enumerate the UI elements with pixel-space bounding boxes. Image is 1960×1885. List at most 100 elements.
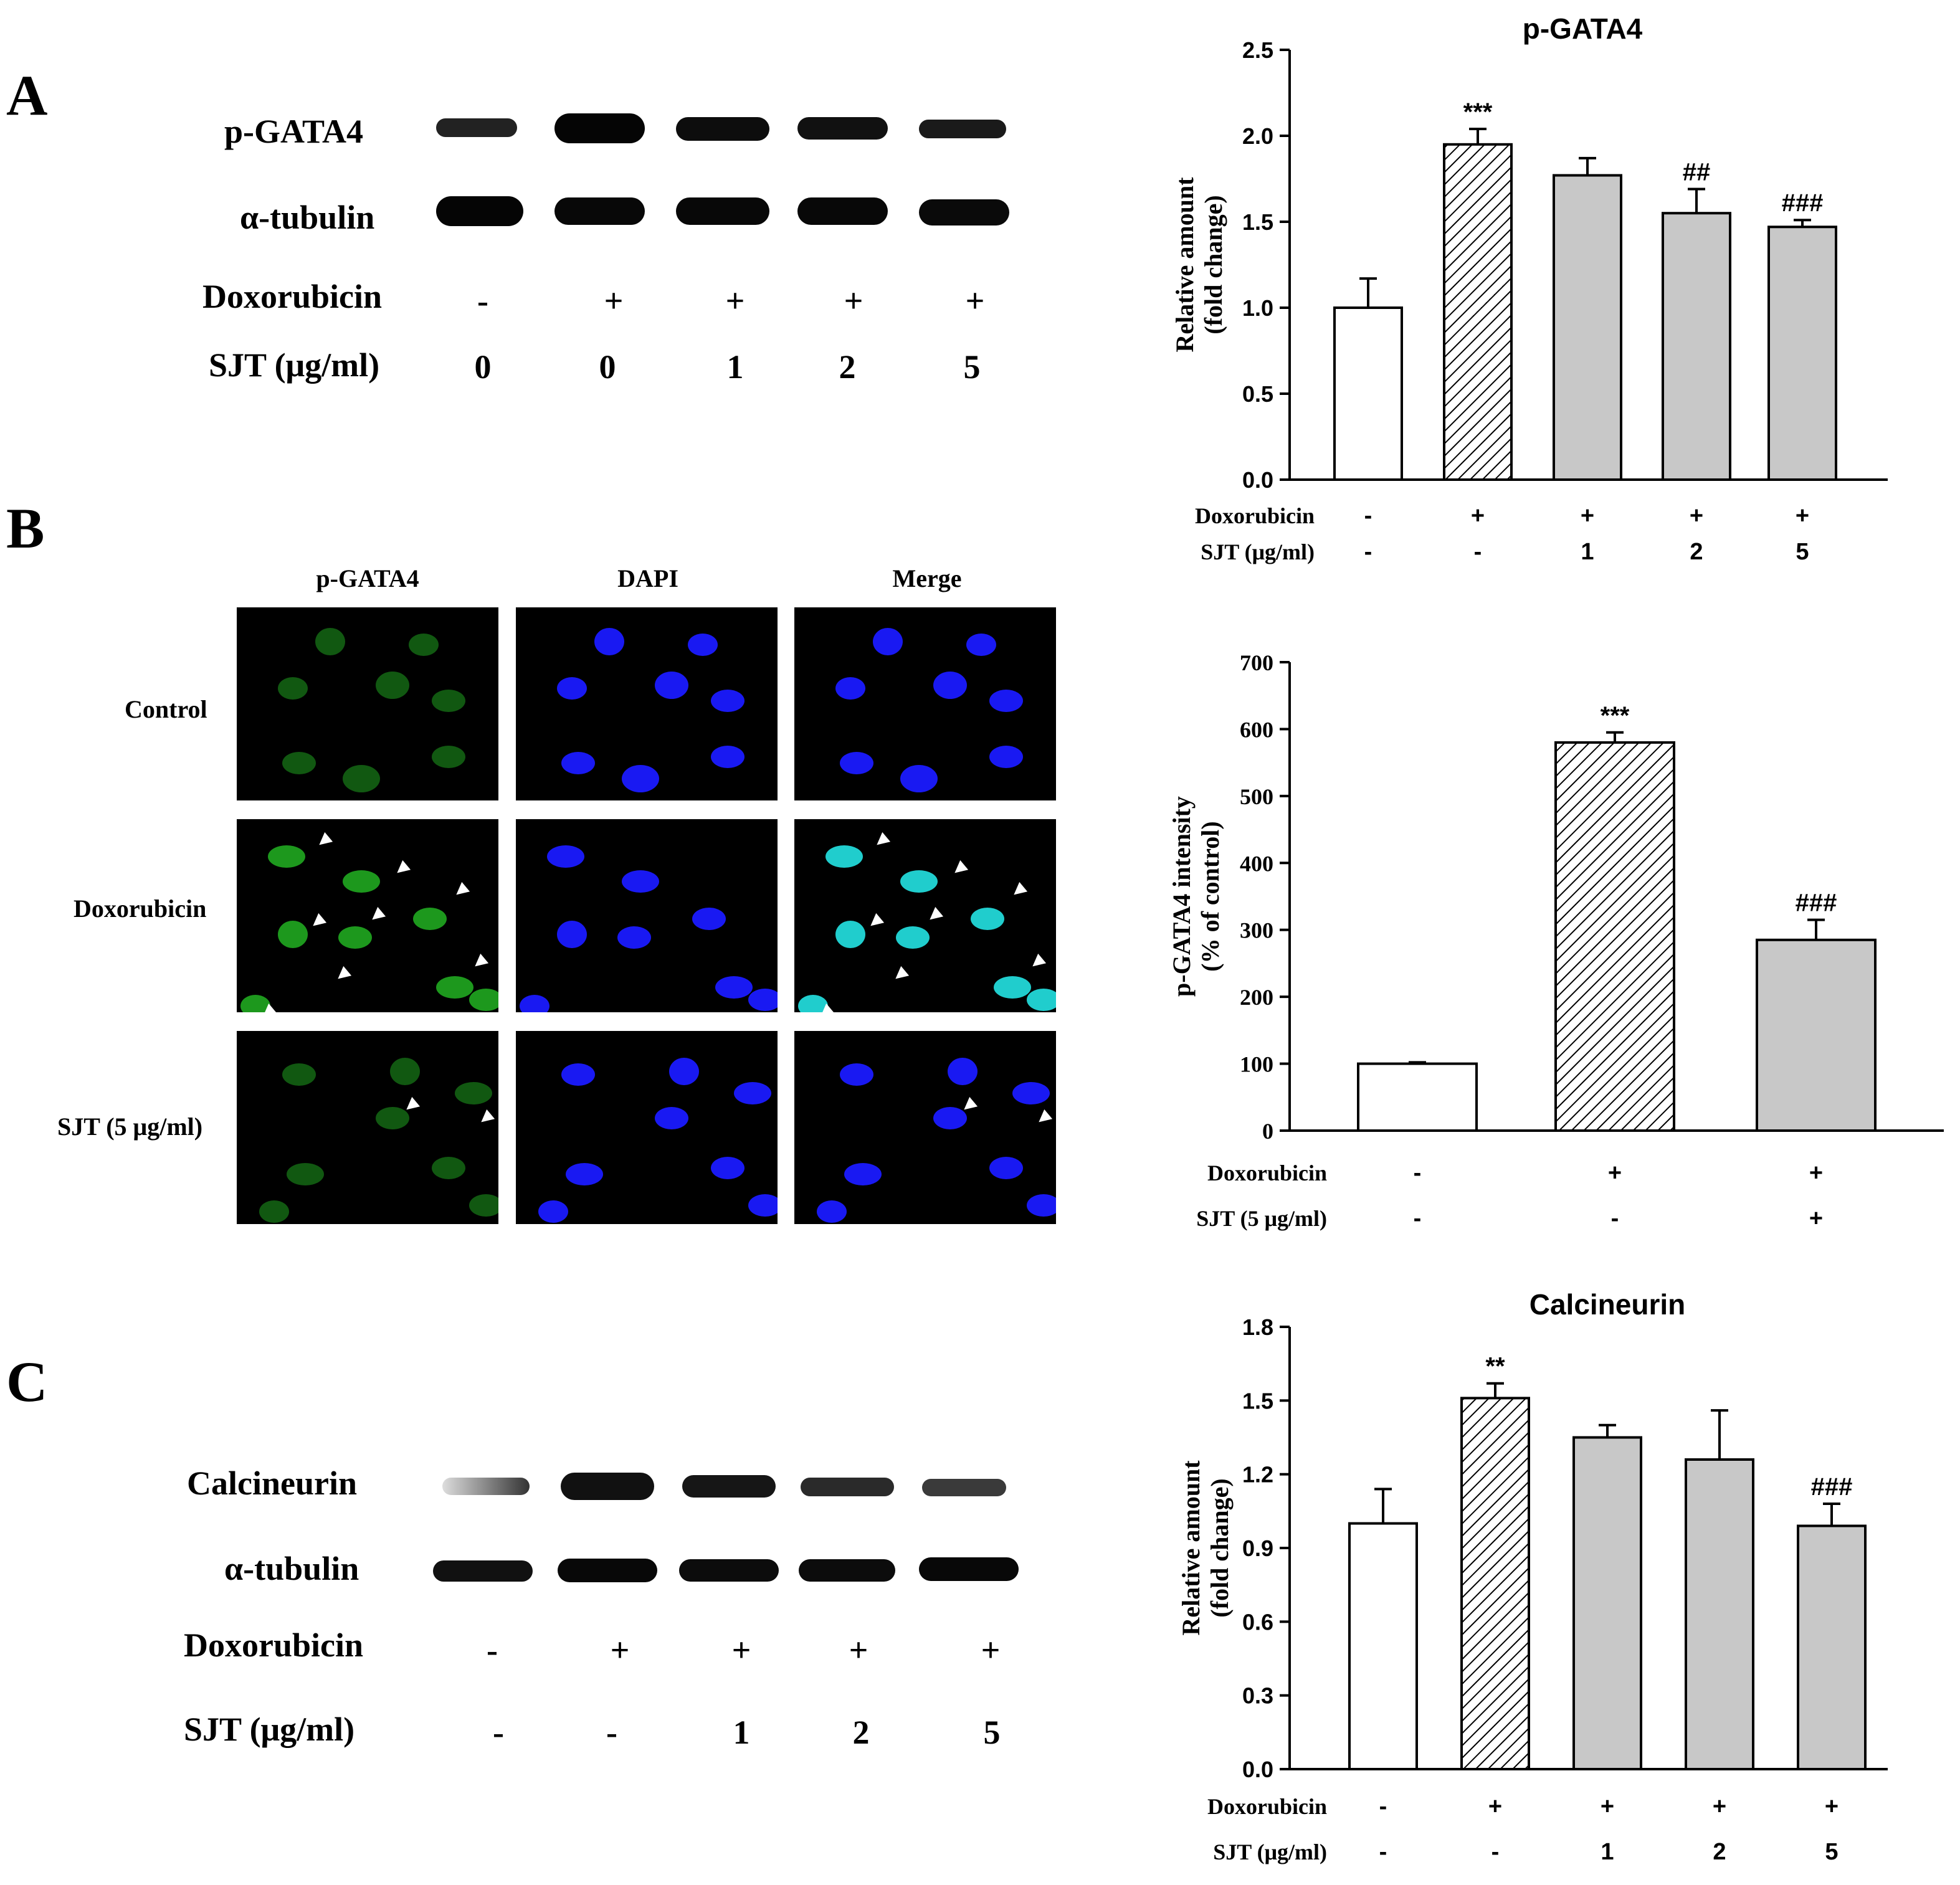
row-value-sjt: +: [1809, 1205, 1823, 1232]
blot-c-sjt-lane-1: -: [493, 1714, 504, 1751]
nucleus: [900, 765, 938, 792]
y-tick-label: 0.0: [1242, 1757, 1273, 1782]
blot-image-c: [430, 1464, 1040, 1588]
blot-a-sjt-lane-4: 2: [839, 348, 856, 386]
nucleus: [538, 1200, 568, 1223]
row-value-sjt: 5: [1796, 539, 1809, 565]
nucleus: [692, 908, 726, 930]
row-label-doxorubicin: Doxorubicin: [1207, 1794, 1327, 1819]
nucleus: [1027, 1194, 1056, 1217]
blot-c-dox-lane-2: +: [610, 1631, 630, 1669]
y-axis-label: Relative amount: [1177, 1460, 1205, 1636]
bar: [1348, 1522, 1418, 1771]
y-axis-label: p-GATA4 intensity: [1168, 796, 1196, 997]
bar: [1357, 1062, 1478, 1132]
nucleus: [971, 908, 1004, 930]
nucleus: [835, 677, 865, 700]
bar: [1443, 143, 1513, 482]
nucleus: [469, 989, 498, 1011]
micrograph-tile: [794, 819, 1056, 1012]
chart-title: Calcineurin: [1529, 1288, 1686, 1321]
row-value-sjt: -: [1379, 1839, 1387, 1865]
blot-c-sjt-lane-4: 2: [852, 1714, 870, 1751]
row-value-doxorubicin: +: [1608, 1160, 1622, 1186]
nucleus: [343, 765, 380, 792]
micrograph-tile: [794, 607, 1056, 800]
blot-row-label-tubulin-c: α-tubulin: [224, 1550, 359, 1587]
panel-letter-b: B: [6, 496, 45, 560]
y-tick-label: 200: [1240, 985, 1273, 1010]
y-tick-label: 0.3: [1242, 1683, 1273, 1709]
bar: [1553, 174, 1622, 481]
nucleus: [734, 1082, 771, 1104]
blot-a-dox-lane-2: +: [604, 282, 624, 320]
micro-row-label-doxorubicin: Doxorubicin: [74, 895, 207, 923]
nucleus: [933, 1107, 967, 1129]
nucleus: [432, 1157, 465, 1179]
micro-col-title-pgata4: p-GATA4: [316, 564, 419, 592]
nucleus: [566, 1163, 603, 1185]
micro-col-title-merge: Merge: [892, 564, 962, 592]
row-value-sjt: -: [1364, 539, 1372, 565]
bar: [1460, 1397, 1530, 1770]
micrograph-tile: [794, 1031, 1056, 1224]
nucleus: [413, 908, 447, 930]
bar: [1756, 938, 1877, 1132]
micrograph-tile: [237, 1031, 498, 1224]
nucleus: [1012, 1082, 1050, 1104]
nucleus: [711, 746, 745, 768]
nucleus: [338, 926, 372, 949]
y-tick-label: 500: [1240, 784, 1273, 809]
micrograph-tile: [237, 819, 498, 1012]
y-axis-label: (fold change): [1206, 1478, 1234, 1617]
significance-label: ***: [1463, 98, 1493, 126]
nucleus: [409, 634, 439, 656]
micro-row-label-control: Control: [125, 695, 207, 723]
nucleus: [989, 746, 1023, 768]
nucleus: [376, 1107, 409, 1129]
blot-row-label-pgata4: p-GATA4: [224, 113, 364, 150]
nucleus: [557, 921, 587, 948]
nucleus: [748, 989, 778, 1011]
nucleus: [376, 672, 409, 699]
blot-condition-label-sjt: SJT (μg/ml): [209, 346, 380, 384]
row-value-sjt: 2: [1713, 1839, 1726, 1865]
nucleus: [1027, 989, 1056, 1011]
micrograph-tile: [516, 607, 778, 800]
nucleus: [933, 672, 967, 699]
y-tick-label: 2.0: [1242, 123, 1273, 149]
row-value-doxorubicin: -: [1379, 1793, 1387, 1820]
nucleus: [547, 845, 584, 868]
y-tick-label: 300: [1240, 918, 1273, 943]
y-tick-label: 1.5: [1242, 209, 1273, 235]
chart-title: p-GATA4: [1523, 12, 1643, 45]
row-value-doxorubicin: +: [1796, 503, 1809, 529]
nucleus: [278, 921, 308, 948]
micrograph-tile: [237, 607, 498, 800]
row-value-sjt: 1: [1601, 1839, 1614, 1865]
blot-a-dox-lane-3: +: [725, 282, 745, 320]
significance-label: **: [1485, 1353, 1505, 1380]
row-value-doxorubicin: +: [1471, 503, 1485, 529]
nucleus: [840, 752, 873, 774]
nucleus: [825, 845, 863, 868]
nucleus: [669, 1058, 699, 1085]
nucleus: [240, 995, 270, 1012]
y-tick-label: 0.6: [1242, 1609, 1273, 1635]
blot-a-dox-lane-5: +: [965, 282, 985, 320]
row-value-sjt: -: [1491, 1839, 1500, 1865]
y-axis-label: Relative amount: [1171, 177, 1199, 353]
nucleus: [622, 870, 659, 893]
bar: [1554, 741, 1675, 1132]
row-value-sjt: 5: [1825, 1839, 1838, 1865]
blot-c-condition-label-sjt: SJT (μg/ml): [184, 1711, 355, 1748]
row-value-doxorubicin: +: [1809, 1160, 1823, 1186]
bar: [1797, 1524, 1867, 1770]
nucleus: [835, 921, 865, 948]
y-tick-label: 0.5: [1242, 381, 1273, 407]
row-label-sjt: SJT (5 μg/ml): [1196, 1206, 1327, 1231]
panel-letter-a: A: [6, 64, 48, 127]
blot-a-sjt-lane-2: 0: [599, 348, 616, 386]
row-label-sjt: SJT (μg/ml): [1201, 539, 1315, 564]
blot-a-dox-lane-4: +: [844, 282, 863, 320]
